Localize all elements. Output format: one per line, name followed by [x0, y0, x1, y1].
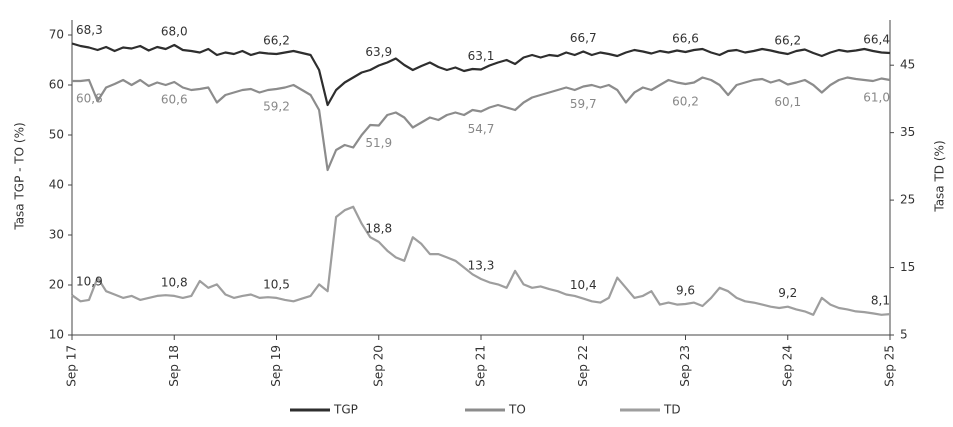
data-label: 66,2: [263, 34, 290, 48]
data-label: 68,3: [76, 23, 103, 37]
y-tick-label: 40: [49, 178, 64, 192]
x-tick-label: Sep 21: [474, 345, 488, 387]
data-label: 60,8: [76, 92, 103, 106]
data-label: 66,7: [570, 31, 597, 45]
data-label: 61,0: [863, 91, 890, 105]
data-label: 60,2: [672, 95, 699, 109]
y-tick-label: 50: [49, 128, 64, 142]
x-tick-label: Sep 19: [269, 345, 283, 387]
y-tick-label: 30: [49, 228, 64, 242]
x-tick-label: Sep 17: [65, 345, 79, 387]
data-label: 68,0: [161, 25, 188, 39]
x-tick-label: Sep 18: [167, 345, 181, 387]
data-label: 18,8: [365, 221, 392, 235]
data-label: 59,2: [263, 100, 290, 114]
data-label: 54,7: [468, 122, 495, 136]
data-label: 51,9: [365, 136, 392, 150]
data-label: 8,1: [871, 294, 890, 308]
legend-label: TD: [663, 403, 681, 417]
data-label: 10,5: [263, 277, 290, 291]
y2-tick-label: 35: [900, 125, 915, 139]
y2-tick-label: 45: [900, 58, 915, 72]
y2-axis-title: Tasa TD (%): [933, 140, 947, 212]
x-tick-label: Sep 23: [678, 345, 692, 387]
data-label: 10,4: [570, 278, 597, 292]
data-label: 9,2: [778, 286, 797, 300]
data-label: 66,2: [774, 34, 801, 48]
data-label: 66,6: [672, 32, 699, 46]
y-axis-title: Tasa TGP - TO (%): [13, 122, 27, 230]
data-label: 10,8: [161, 275, 188, 289]
x-tick-label: Sep 24: [780, 345, 794, 387]
y2-tick-label: 5: [900, 328, 908, 342]
data-label: 60,6: [161, 93, 188, 107]
y2-tick-label: 15: [900, 260, 915, 274]
data-label: 60,1: [774, 95, 801, 109]
y-tick-label: 60: [49, 78, 64, 92]
data-label: 9,6: [676, 283, 695, 297]
y-tick-label: 20: [49, 278, 64, 292]
y2-tick-label: 25: [900, 193, 915, 207]
x-tick-label: Sep 20: [371, 345, 385, 387]
legend-label: TGP: [333, 403, 358, 417]
data-label: 63,1: [468, 49, 495, 63]
data-label: 13,3: [468, 259, 495, 273]
x-tick-label: Sep 25: [883, 345, 897, 387]
data-label: 66,4: [863, 33, 890, 47]
series-line: [71, 205, 891, 316]
y-tick-label: 70: [49, 28, 64, 42]
legend-label: TO: [508, 403, 526, 417]
data-label: 59,7: [570, 97, 597, 111]
x-tick-label: Sep 22: [576, 345, 590, 387]
data-label: 10,9: [76, 275, 103, 289]
data-label: 63,9: [365, 45, 392, 59]
series-line: [72, 76, 891, 172]
series-line: [71, 42, 891, 107]
y-tick-label: 10: [49, 328, 64, 342]
